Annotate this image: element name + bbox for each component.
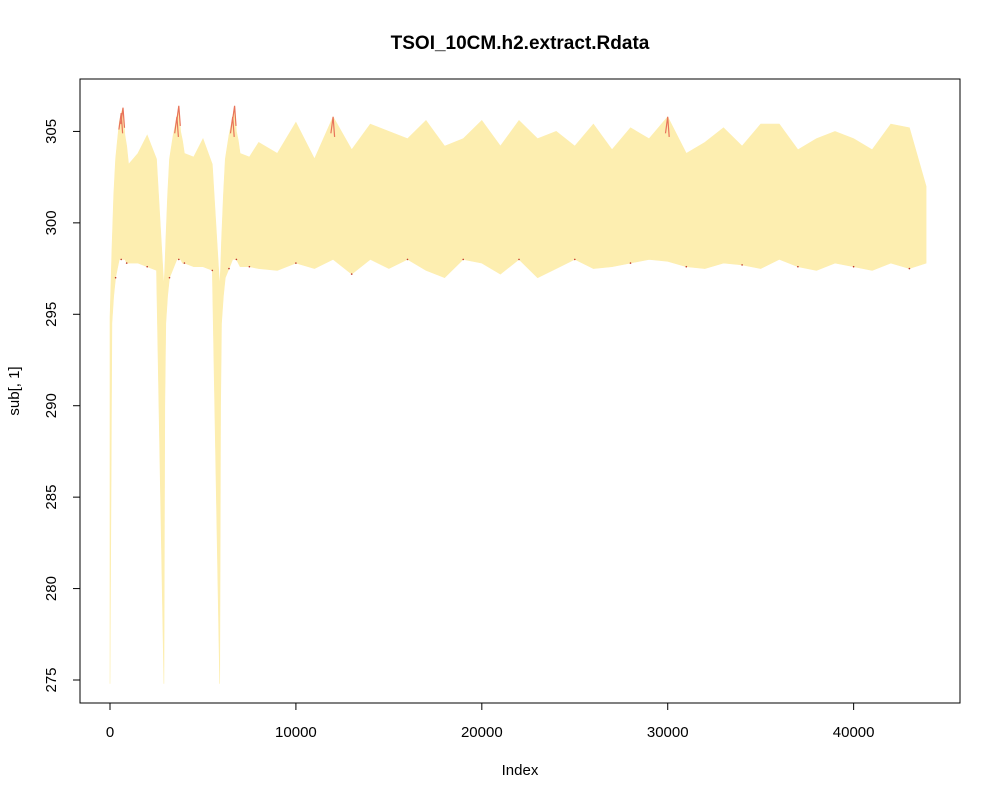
data-point: [685, 265, 688, 268]
data-point: [211, 269, 214, 272]
peak-mark: [176, 105, 181, 126]
data-point: [741, 264, 743, 266]
peak-mark: [330, 116, 336, 137]
y-tick-label: 295: [43, 302, 60, 327]
peak-mark: [118, 113, 124, 134]
data-point: [350, 273, 353, 275]
y-axis: 275 280 285 290 295 300 305: [43, 119, 81, 693]
data-point: [406, 258, 409, 261]
data-point: [235, 258, 238, 261]
data-point: [908, 267, 911, 270]
y-tick-label: 285: [43, 485, 60, 510]
x-tick-label: 10000: [275, 724, 317, 741]
x-tick-label: 0: [106, 724, 114, 741]
data-point: [248, 265, 251, 268]
y-tick-label: 280: [43, 576, 60, 601]
y-axis-label: sub[, 1]: [6, 366, 23, 415]
x-axis-label: Index: [502, 762, 539, 779]
plot-area: [79, 78, 961, 704]
data-point: [462, 258, 465, 261]
data-point: [146, 265, 148, 268]
chart-title: TSOI_10CM.h2.extract.Rdata: [391, 33, 650, 54]
data-point: [183, 262, 186, 264]
x-tick-label: 30000: [647, 724, 689, 741]
series-band-0: [109, 105, 927, 684]
peak-mark: [231, 105, 237, 126]
data-point: [797, 265, 799, 268]
y-tick-label: 300: [43, 210, 60, 235]
data-point: [114, 276, 117, 279]
y-tick-label: 290: [43, 393, 60, 418]
data-point: [295, 262, 297, 264]
data-point: [629, 262, 632, 264]
x-axis: 0 10000 20000 30000 40000: [106, 702, 875, 741]
data-point: [125, 262, 128, 264]
data-point: [852, 265, 855, 268]
data-point: [120, 258, 122, 261]
x-tick-label: 20000: [461, 724, 503, 741]
y-tick-label: 305: [43, 119, 60, 144]
y-tick-label: 275: [43, 667, 60, 692]
data-point: [178, 258, 180, 261]
x-tick-label: 40000: [833, 724, 875, 741]
peak-mark: [120, 107, 126, 128]
data-point: [574, 258, 576, 261]
data-point: [518, 258, 520, 261]
series-layer: [109, 105, 927, 684]
data-point: [168, 276, 171, 279]
peak-mark: [664, 116, 670, 137]
data-point: [228, 267, 230, 270]
